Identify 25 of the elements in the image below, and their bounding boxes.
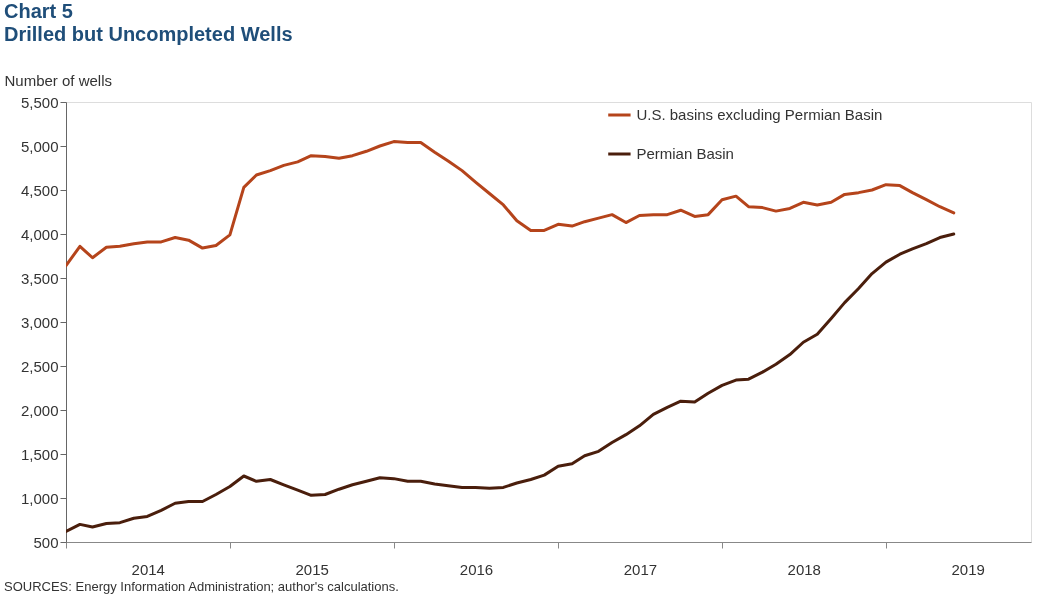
- x-tick-label: 2016: [459, 560, 494, 578]
- chart-title: Chart 5: [4, 0, 73, 22]
- y-tick-label: 3,500: [20, 269, 59, 287]
- y-tick-label: 500: [33, 533, 59, 551]
- x-tick-label: 2014: [131, 560, 165, 578]
- y-tick-label: 2,000: [20, 401, 59, 419]
- x-tick-label: 2018: [787, 560, 821, 578]
- line-series: [66, 140, 956, 268]
- y-tick-label: 1,500: [20, 445, 59, 463]
- x-tick-label: 2017: [623, 560, 658, 578]
- x-tick-label: 2019: [951, 560, 985, 578]
- legend-label: Permian Basin: [636, 145, 734, 162]
- legend-label: U.S. basins excluding Permian Basin: [636, 106, 883, 123]
- x-tick-label: 2015: [295, 560, 329, 578]
- chart-subtitle: Drilled but Uncompleted Wells: [4, 23, 293, 45]
- y-tick-label: 4,500: [20, 181, 59, 199]
- y-tick-label: 5,500: [20, 93, 59, 111]
- source-note: SOURCES: Energy Information Administration; author's calculations.: [4, 579, 399, 594]
- y-tick-label: 4,000: [20, 225, 59, 243]
- y-tick-label: 2,500: [20, 357, 59, 375]
- y-tick-label: 1,000: [20, 489, 59, 507]
- y-axis-title: Number of wells: [4, 71, 113, 89]
- line-series: [66, 232, 956, 533]
- y-tick-label: 3,000: [20, 313, 59, 331]
- y-tick-label: 5,000: [20, 137, 59, 155]
